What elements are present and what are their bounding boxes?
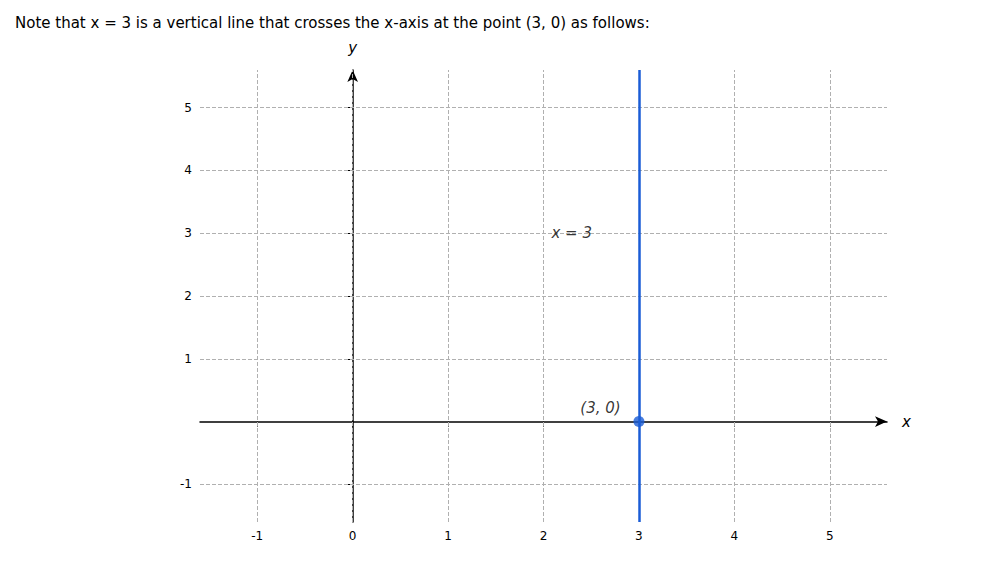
svg-text:1: 1 xyxy=(184,352,192,366)
svg-text:3: 3 xyxy=(635,529,643,543)
svg-text:5: 5 xyxy=(826,529,834,543)
svg-text:2: 2 xyxy=(540,529,548,543)
svg-text:1: 1 xyxy=(444,529,452,543)
svg-text:2: 2 xyxy=(184,289,192,303)
svg-text:Note that x = 3 is a vertical: Note that x = 3 is a vertical line that … xyxy=(15,14,650,32)
svg-text:4: 4 xyxy=(184,163,192,177)
svg-text:0: 0 xyxy=(349,529,357,543)
svg-text:-1: -1 xyxy=(180,477,192,491)
svg-text:3: 3 xyxy=(184,226,192,240)
svg-text:5: 5 xyxy=(184,101,192,115)
svg-text:4: 4 xyxy=(731,529,739,543)
svg-text:(3, 0): (3, 0) xyxy=(580,399,620,417)
svg-text:x: x xyxy=(901,413,911,431)
svg-text:x = 3: x = 3 xyxy=(550,224,592,242)
svg-text:-1: -1 xyxy=(251,529,263,543)
svg-text:y: y xyxy=(347,39,358,57)
